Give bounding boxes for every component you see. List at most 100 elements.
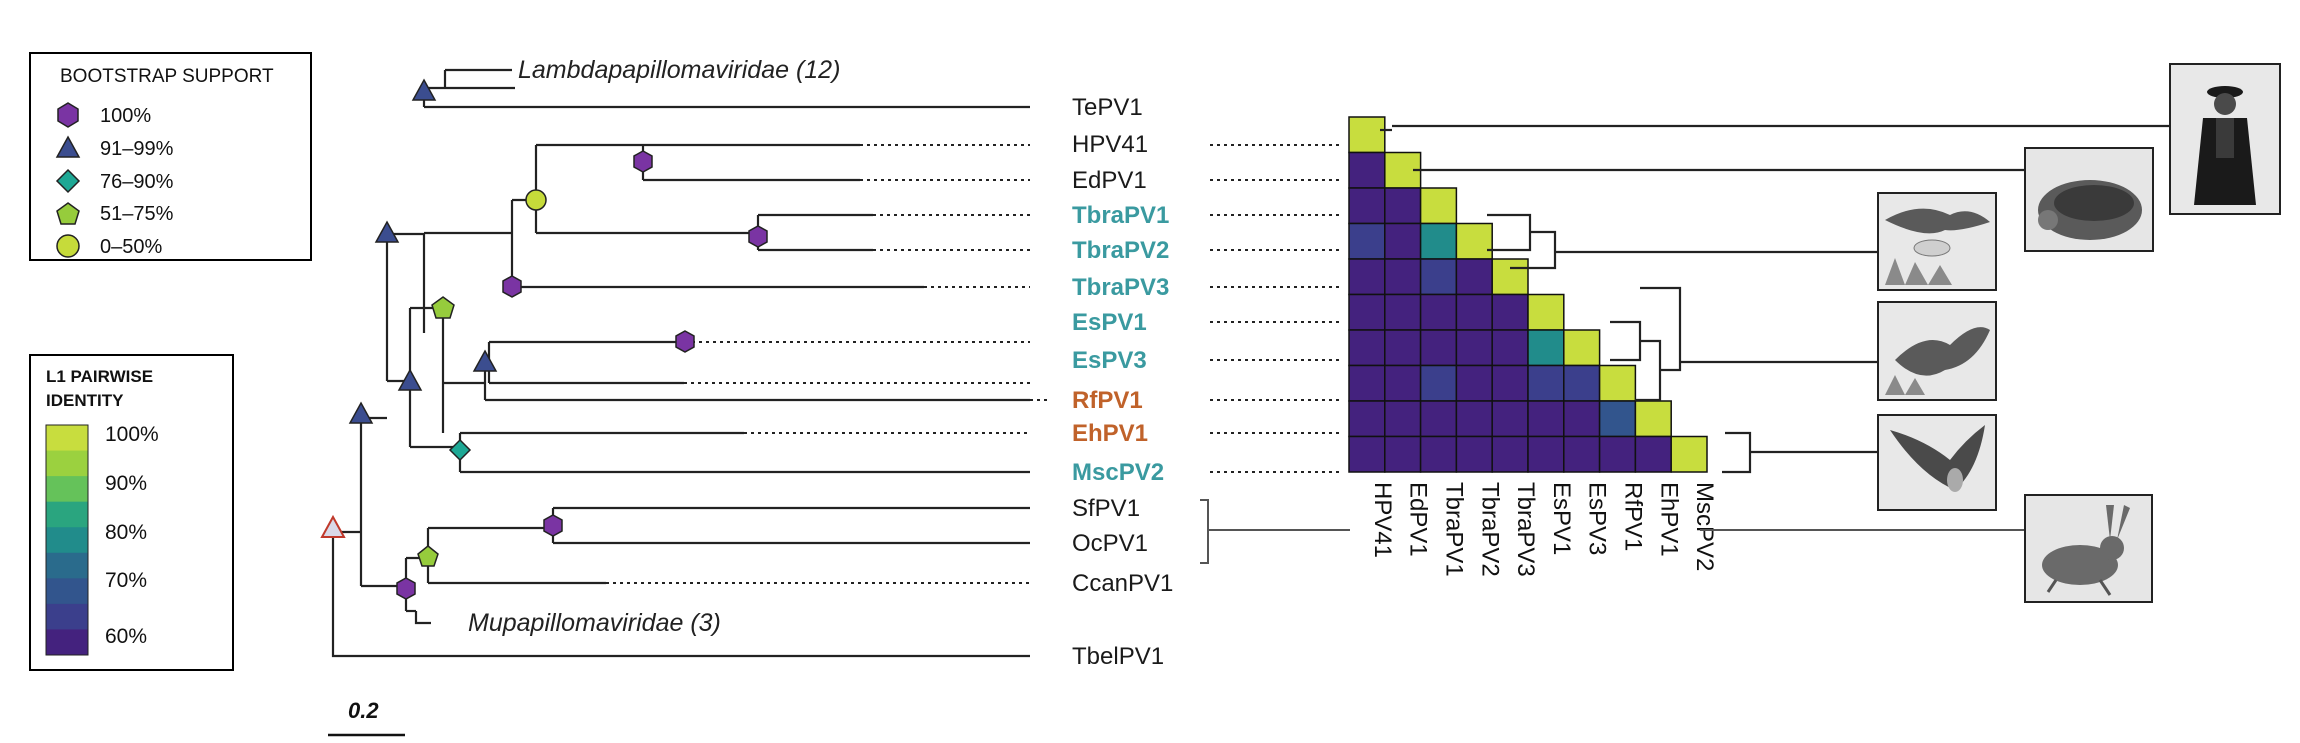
taxon-label: MscPV2 [1072, 459, 1164, 486]
hexagon-icon [396, 577, 416, 600]
phylogenetic-tree [331, 68, 1030, 658]
scale-bar: 0.2 [328, 698, 405, 737]
matrix-cell [1491, 329, 1529, 367]
diamond-icon [448, 438, 472, 462]
colorbar-swatch [46, 629, 88, 656]
matrix-axis-label: TbraPV2 [1476, 482, 1503, 577]
matrix-axis-label: RfPV1 [1620, 482, 1647, 551]
matrix-cell [1419, 258, 1458, 296]
identity-tick-label: 80% [105, 521, 147, 544]
matrix-cell [1598, 364, 1637, 402]
matrix-cell [1634, 435, 1672, 473]
triangle-icon [397, 368, 423, 391]
matrix-cell [1419, 400, 1458, 438]
identity-colorbar [45, 424, 89, 656]
circle-icon [525, 189, 547, 211]
matrix-cell [1563, 435, 1601, 473]
matrix-cell [1634, 400, 1672, 438]
identity-tick-label: 60% [105, 625, 147, 648]
matrix-cell [1527, 435, 1565, 473]
colorbar-swatch [46, 425, 88, 452]
human-photo [2169, 63, 2281, 215]
hexagon-icon [748, 225, 768, 248]
matrix-axis-label: TbraPV3 [1512, 482, 1539, 577]
colorbar-swatch [46, 476, 88, 503]
matrix-cell [1384, 400, 1422, 438]
long-eared-bat-photo [1877, 414, 1997, 511]
matrix-cell [1348, 364, 1386, 402]
matrix-cell [1384, 187, 1422, 225]
triangle-icon [374, 220, 400, 243]
taxon-label: EsPV3 [1072, 347, 1147, 374]
identity-matrix [1348, 116, 1708, 473]
matrix-cell [1384, 258, 1422, 296]
matrix-cell [1527, 329, 1565, 367]
matrix-cell [1384, 435, 1422, 473]
matrix-cell [1384, 329, 1422, 367]
matrix-cell [1348, 329, 1386, 367]
matrix-cell [1348, 435, 1386, 473]
matrix-cell [1348, 187, 1386, 225]
serotine-bat-photo [1877, 301, 1997, 401]
tree-branch [331, 532, 1030, 658]
matrix-dendrogram [1380, 124, 2187, 474]
identity-legend-title-line2: IDENTITY [46, 391, 124, 410]
taxon-label: RfPV1 [1072, 387, 1143, 414]
matrix-cell [1563, 329, 1601, 367]
identity-tick-label: 70% [105, 569, 147, 592]
matrix-cell [1598, 400, 1637, 438]
taxon-label: TePV1 [1072, 94, 1143, 121]
scale-bar-label: 0.2 [348, 698, 379, 723]
bootstrap-legend-label: 91–99% [100, 138, 174, 160]
matrix-cell [1348, 258, 1386, 296]
matrix-cell [1491, 400, 1529, 438]
hedgehog-photo [2024, 147, 2154, 252]
matrix-cell [1527, 364, 1565, 402]
matrix-column-labels: HPV41 EdPV1 TbraPV1 TbraPV2 TbraPV3 EsPV1 EsPV… [1369, 482, 1718, 577]
matrix-cell [1348, 222, 1386, 260]
matrix-cell [1348, 116, 1386, 154]
identity-legend: L1 PAIRWISE IDENTITY 100% 90% 80% 70% 60… [29, 354, 234, 671]
matrix-cell [1419, 293, 1458, 331]
matrix-cell [1455, 293, 1493, 331]
matrix-cell [1384, 364, 1422, 402]
matrix-cell [1384, 222, 1422, 260]
hare-link [1200, 499, 2025, 564]
matrix-cell [1670, 435, 1708, 473]
hexagon-icon [633, 150, 653, 173]
matrix-cell [1348, 400, 1386, 438]
colorbar-swatch [46, 603, 88, 630]
identity-legend-title-line1: L1 PAIRWISE [46, 367, 153, 386]
diamond-icon [55, 168, 81, 194]
matrix-cell [1419, 329, 1458, 367]
taxon-label: TbraPV2 [1072, 237, 1169, 264]
matrix-axis-label: HPV41 [1369, 482, 1396, 558]
matrix-cell [1563, 364, 1601, 402]
taxon-label: CcanPV1 [1072, 570, 1173, 597]
molossid-bat-photo [1877, 192, 1997, 291]
tree-leader-lines [515, 106, 1340, 584]
clade-label-lambda: Lambdapapillomaviridae (12) [518, 56, 840, 84]
colorbar-swatch [46, 450, 88, 477]
matrix-axis-label: EhPV1 [1655, 482, 1682, 557]
matrix-cell [1491, 435, 1529, 473]
matrix-cell [1419, 222, 1458, 260]
colorbar-swatch [46, 578, 88, 605]
taxon-labels: TePV1 HPV41 EdPV1 TbraPV1 TbraPV2 TbraPV… [1072, 94, 1173, 670]
matrix-cell [1419, 187, 1458, 225]
taxon-label: TbelPV1 [1072, 643, 1164, 670]
taxon-label: TbraPV3 [1072, 274, 1169, 301]
clade-label-mu: Mupapillomaviridae (3) [468, 609, 721, 637]
bootstrap-legend-label: 51–75% [100, 203, 174, 225]
triangle-icon [472, 349, 498, 372]
matrix-cell [1384, 293, 1422, 331]
matrix-cell [1598, 435, 1637, 473]
triangle-icon [411, 78, 437, 101]
matrix-cell [1348, 293, 1386, 331]
matrix-cell [1527, 400, 1565, 438]
matrix-cell [1491, 258, 1529, 296]
identity-tick-label: 100% [105, 423, 159, 446]
tree-branch [414, 611, 431, 625]
pentagon-icon [56, 202, 80, 225]
